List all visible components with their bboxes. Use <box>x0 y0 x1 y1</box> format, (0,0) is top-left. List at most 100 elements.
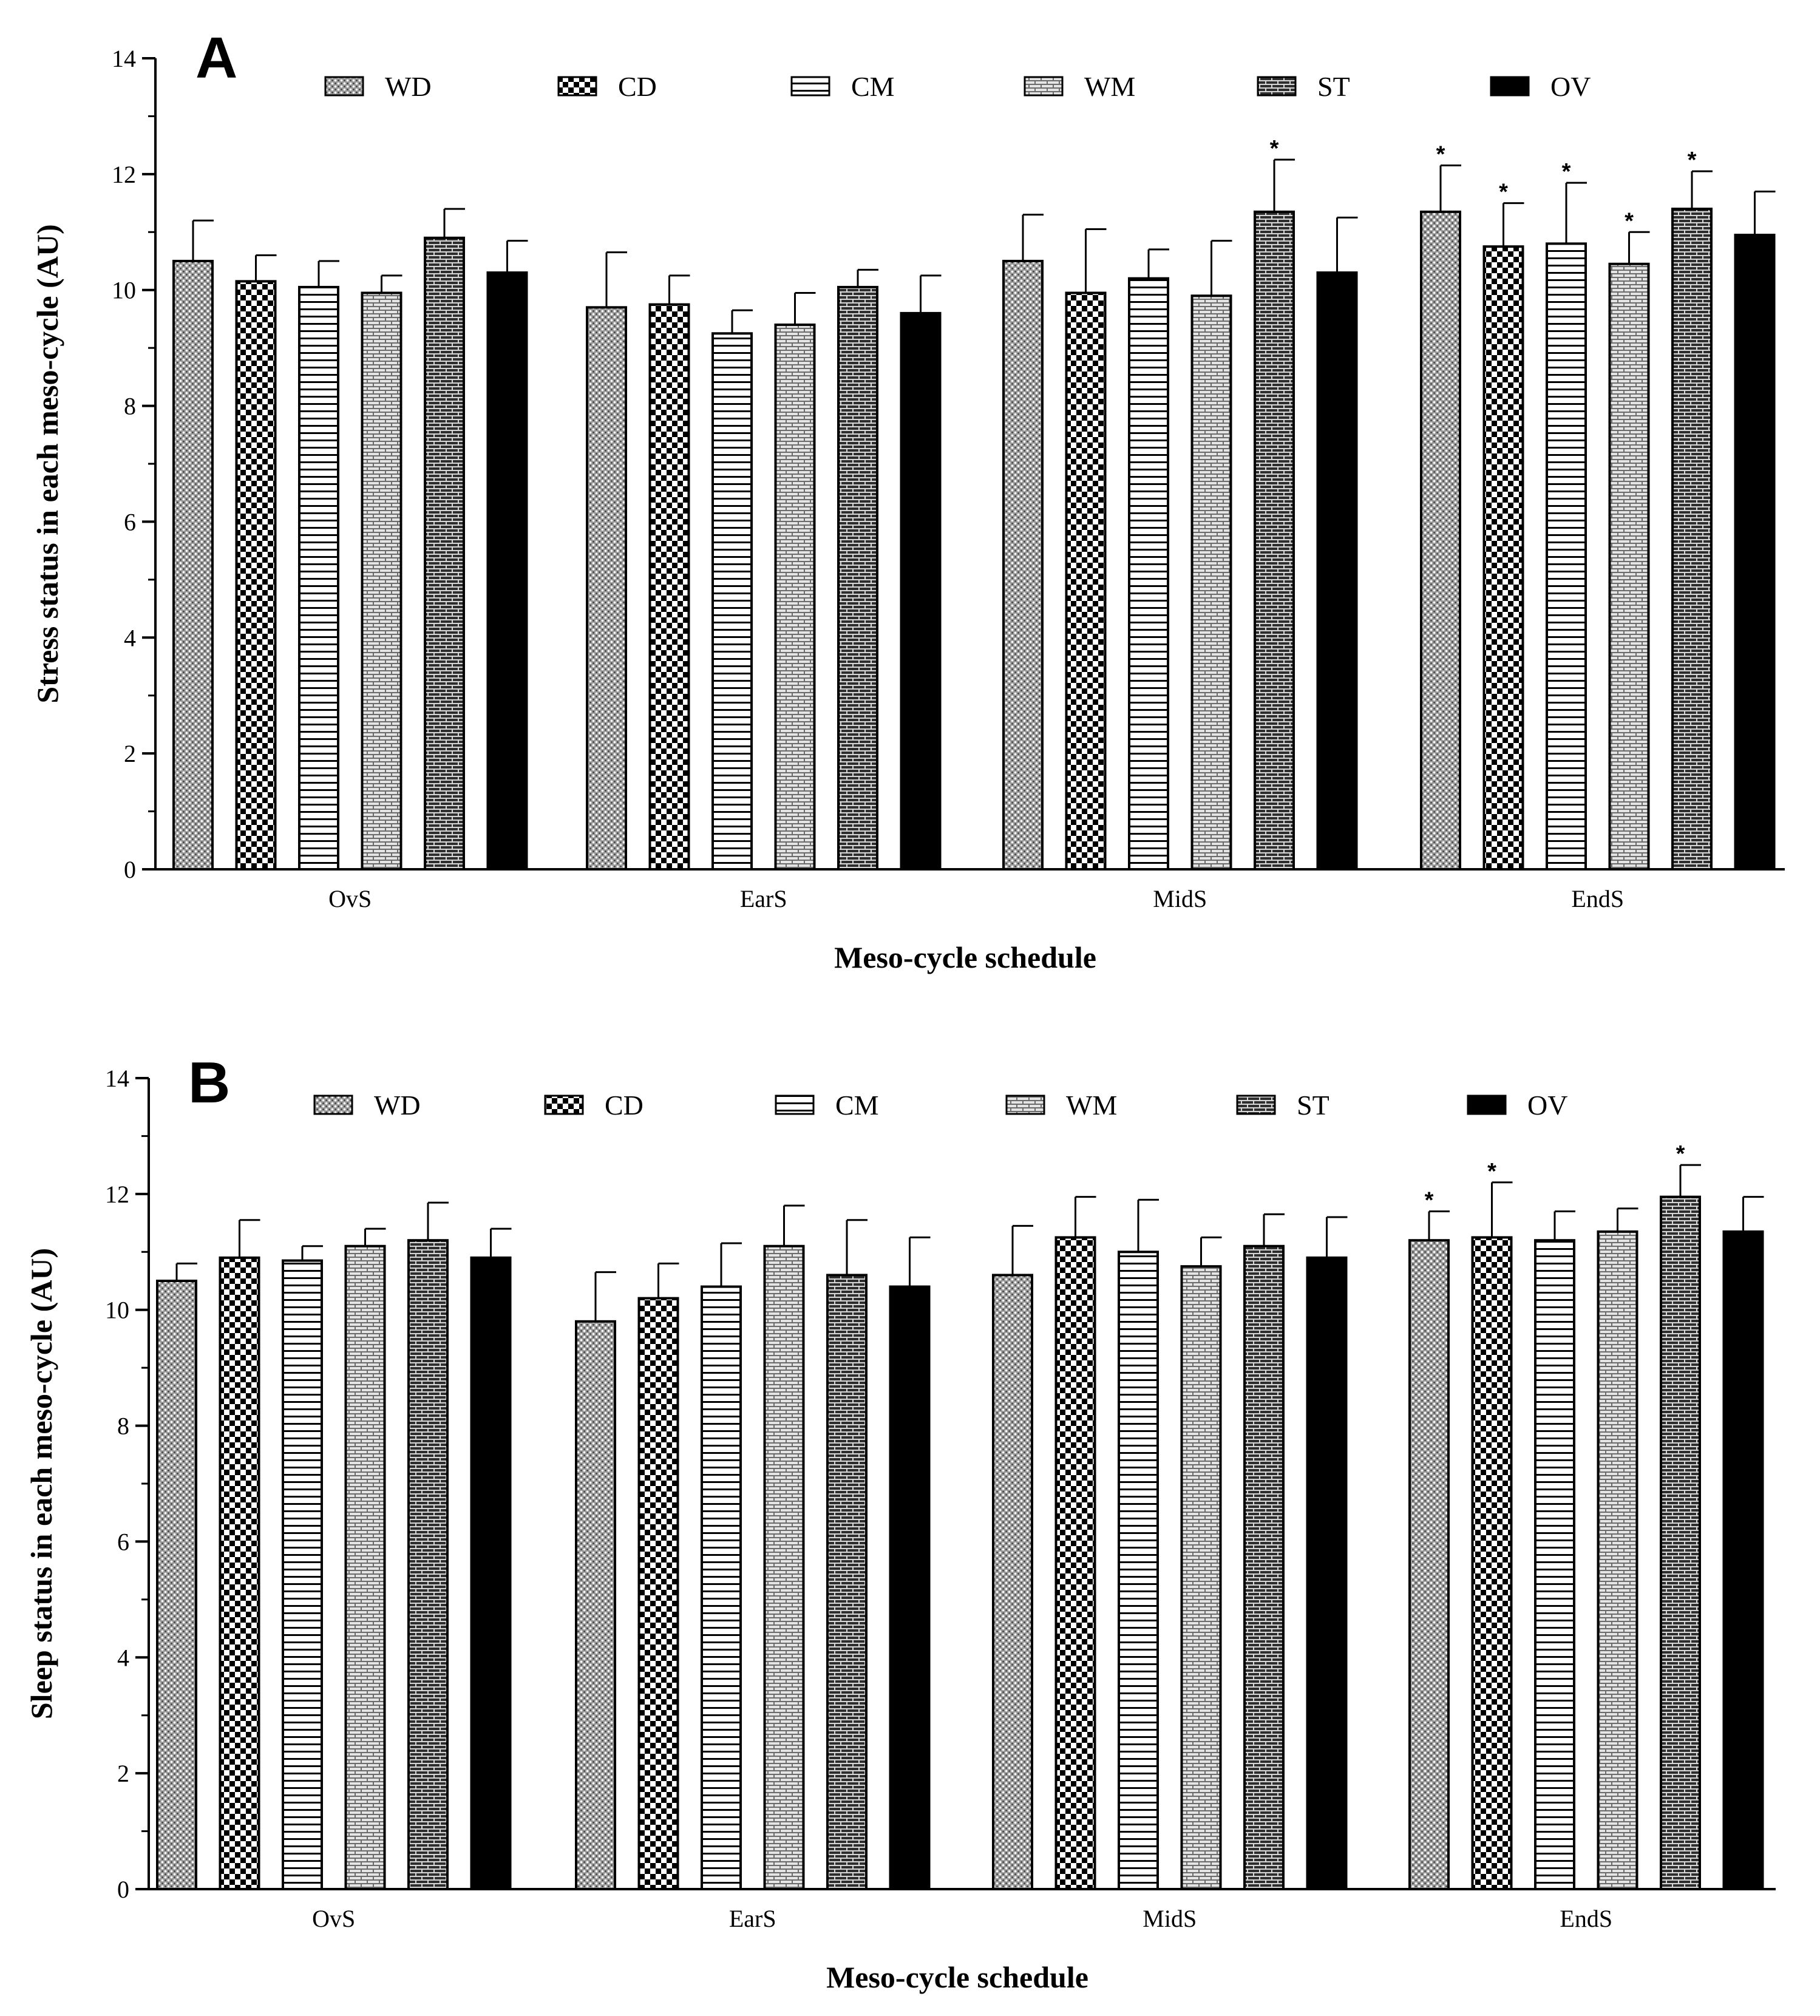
bar-wd-ovs <box>172 260 214 871</box>
bar-st-ovs <box>424 236 465 871</box>
bar-st-ends <box>1671 208 1713 871</box>
y-tick-label: 8 <box>117 1413 129 1440</box>
bar-wd-ends <box>1420 210 1461 871</box>
bar-cm-ovs <box>298 285 339 871</box>
x-category-label: EndS <box>1571 885 1624 912</box>
y-tick-label: 4 <box>124 624 136 651</box>
bar-wd-ears <box>575 1320 616 1891</box>
chart-panel-B: B 0 2 4 6 8 10 12 14 Sleep status in each meso-cy… <box>24 1050 1776 1994</box>
bar-cm-ovs <box>282 1259 323 1891</box>
bar-st-ovs <box>407 1239 449 1890</box>
bar-cd-ears <box>648 303 690 871</box>
bar-cd-ends <box>1471 1236 1513 1890</box>
bar-st-ends <box>1660 1195 1701 1890</box>
bar-cm-ears <box>701 1285 742 1891</box>
significance-marker: * <box>1270 136 1279 161</box>
legend-label-ov: OV <box>1550 71 1591 102</box>
y-tick-label: 10 <box>105 1297 129 1324</box>
bar-wm-mids <box>1180 1265 1222 1890</box>
significance-marker: * <box>1487 1159 1496 1184</box>
panel-letter: B <box>188 1050 230 1115</box>
significance-marker: * <box>1499 180 1508 205</box>
bar-st-mids <box>1243 1244 1285 1891</box>
bar-ov-ovs <box>470 1256 512 1890</box>
y-tick-label: 12 <box>105 1181 129 1208</box>
legend-swatch-cd <box>544 1095 584 1115</box>
bar-cd-ends <box>1482 245 1524 871</box>
legend-swatch-wd <box>324 76 364 97</box>
bar-wm-ends <box>1597 1230 1638 1890</box>
bar-st-mids <box>1254 210 1295 871</box>
y-tick-label: 0 <box>124 856 136 883</box>
y-tick-label: 12 <box>112 161 136 188</box>
bar-wd-mids <box>1002 260 1044 871</box>
legend-swatch-wm <box>1024 76 1064 97</box>
legend-label-ov: OV <box>1527 1090 1567 1121</box>
legend-swatch-wd <box>313 1095 353 1115</box>
legend-label-wd: WD <box>385 71 432 102</box>
bar-cd-ovs <box>235 280 277 871</box>
y-tick-label: 2 <box>124 740 136 767</box>
y-tick-label: 2 <box>117 1760 129 1787</box>
bar-st-ears <box>837 285 878 871</box>
y-axis-title: Sleep status in each meso-cycle (AU) <box>24 1248 58 1719</box>
bar-ov-ends <box>1722 1230 1764 1890</box>
bar-ov-mids <box>1316 271 1358 871</box>
x-category-label: OvS <box>328 885 372 912</box>
significance-marker: * <box>1562 159 1571 185</box>
legend-label-wm: WM <box>1066 1090 1117 1121</box>
bar-cm-ears <box>711 332 753 871</box>
legend-label-wd: WD <box>374 1090 421 1121</box>
legend-label-cm: CM <box>835 1090 879 1121</box>
legend-label-st: ST <box>1317 71 1350 102</box>
bar-cd-mids <box>1065 291 1107 871</box>
legend-swatch-wm <box>1005 1095 1045 1115</box>
significance-marker: * <box>1425 1187 1434 1213</box>
y-tick-label: 4 <box>117 1644 129 1671</box>
bar-cm-mids <box>1118 1251 1159 1890</box>
x-category-label: OvS <box>312 1905 355 1932</box>
legend-swatch-cd <box>557 76 597 97</box>
legend-swatch-cm <box>775 1095 815 1115</box>
bar-ov-ends <box>1734 234 1776 871</box>
legend-label-cd: CD <box>618 71 657 102</box>
chart-panels: A 0 2 4 6 8 10 12 14 Stress status in each meso-c… <box>24 25 1785 1994</box>
panel-letter: A <box>195 25 237 90</box>
x-axis-title: Meso-cycle schedule <box>826 1960 1088 1994</box>
x-category-label: MidS <box>1153 885 1207 912</box>
legend-swatch-st <box>1257 76 1297 97</box>
bar-cd-ears <box>637 1297 679 1891</box>
bar-wm-ovs <box>344 1244 386 1891</box>
x-category-label: EndS <box>1560 1905 1612 1932</box>
x-category-label: EarS <box>729 1905 776 1932</box>
y-tick-label: 0 <box>117 1876 129 1903</box>
y-tick-label: 6 <box>124 508 136 535</box>
bar-wd-mids <box>992 1274 1033 1890</box>
bar-wm-ears <box>763 1244 805 1891</box>
significance-marker: * <box>1625 208 1634 234</box>
legend-swatch-cm <box>790 76 830 97</box>
bar-st-ears <box>826 1274 868 1890</box>
y-tick-label: 6 <box>117 1528 129 1555</box>
chart-panel-A: A 0 2 4 6 8 10 12 14 Stress status in each meso-c… <box>30 25 1785 974</box>
bar-wm-ears <box>774 323 816 871</box>
bar-ov-ovs <box>486 271 528 871</box>
bar-ov-ears <box>900 311 942 871</box>
y-tick-label: 14 <box>112 45 136 72</box>
y-tick-label: 14 <box>105 1065 129 1092</box>
y-tick-label: 8 <box>124 393 136 420</box>
legend-swatch-ov <box>1490 76 1530 97</box>
bar-wd-ends <box>1408 1239 1450 1890</box>
legend-label-wm: WM <box>1084 71 1135 102</box>
bar-cm-ends <box>1546 242 1587 871</box>
bar-cd-ovs <box>219 1256 260 1890</box>
bar-wm-ends <box>1608 262 1650 871</box>
bar-ov-ears <box>889 1285 931 1891</box>
y-axis-title: Stress status in each meso-cycle (AU) <box>30 224 64 703</box>
legend-label-cm: CM <box>851 71 895 102</box>
y-tick-label: 10 <box>112 277 136 304</box>
bar-wd-ears <box>586 306 627 871</box>
legend-swatch-st <box>1236 1095 1276 1115</box>
x-axis-title: Meso-cycle schedule <box>834 940 1096 974</box>
